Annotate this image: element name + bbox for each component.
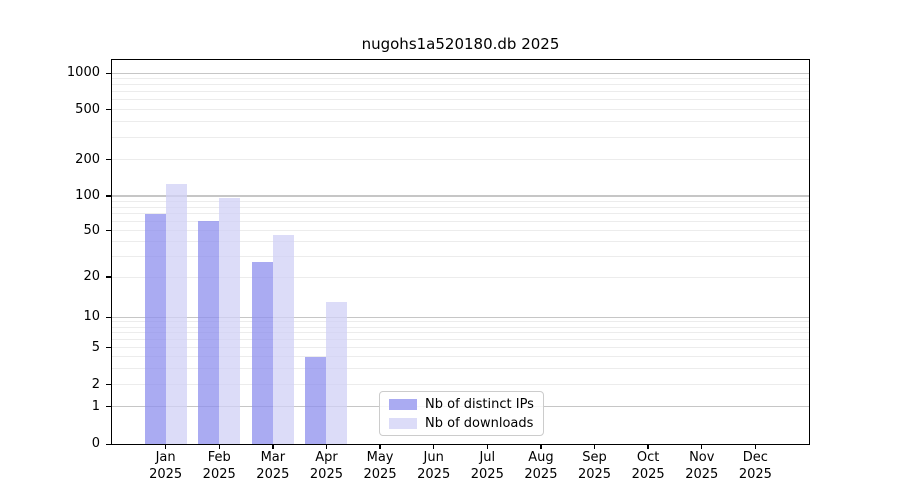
legend-label-distinct-ips: Nb of distinct IPs — [425, 396, 534, 412]
legend-item-distinct-ips: Nb of distinct IPs — [389, 397, 534, 412]
gridline-major — [112, 195, 809, 197]
x-axis-tick — [272, 445, 274, 449]
gridline-minor — [112, 78, 809, 80]
y-axis-tick — [106, 383, 111, 386]
x-axis-tick — [218, 445, 220, 449]
gridline-minor — [112, 200, 809, 202]
plot-area — [112, 60, 809, 444]
y-axis-tick-label: 500 — [75, 101, 100, 117]
x-axis-tick-label: Jan 2025 — [149, 450, 183, 482]
x-axis-tick-label: Sep 2025 — [577, 450, 612, 482]
legend: Nb of distinct IPs Nb of downloads — [379, 391, 544, 436]
y-axis-tick — [106, 158, 111, 161]
x-axis-tick — [754, 445, 757, 449]
gridline-minor — [112, 91, 809, 93]
bar-downloads — [272, 234, 294, 444]
y-axis-tick — [106, 443, 111, 445]
gridline-minor — [112, 356, 809, 357]
y-axis-tick-label: 50 — [83, 222, 100, 238]
x-axis-tick — [379, 445, 381, 449]
y-axis-tick — [106, 108, 111, 111]
x-axis-tick — [647, 445, 649, 449]
chart-title: nugohs1a520180.db 2025 — [361, 35, 560, 53]
gridline-minor — [112, 347, 809, 348]
gridline-major — [112, 316, 809, 318]
gridline-minor — [112, 321, 809, 323]
gridline-minor — [112, 384, 809, 385]
gridline-major — [112, 72, 809, 74]
x-axis-tick-label: Feb 2025 — [202, 450, 236, 482]
gridline-minor — [112, 255, 809, 257]
gridline-minor — [112, 109, 809, 110]
gridline-minor — [112, 213, 809, 215]
y-axis-tick — [106, 276, 111, 278]
y-axis-tick-label: 20 — [83, 269, 100, 284]
y-axis-tick-label: 2 — [91, 376, 100, 392]
x-axis-tick-label: Mar 2025 — [256, 450, 290, 482]
bar-distinct-ips — [198, 221, 220, 444]
x-axis-tick-label: Dec 2025 — [738, 450, 772, 482]
bar-downloads — [219, 198, 241, 444]
gridline-minor — [112, 339, 809, 341]
gridline-minor — [112, 326, 809, 328]
bar-distinct-ips — [144, 213, 166, 444]
x-axis-tick — [325, 445, 328, 449]
gridline-minor — [112, 99, 809, 101]
y-axis-tick-label: 100 — [75, 188, 100, 203]
x-axis-tick-label: Oct 2025 — [631, 450, 665, 482]
y-axis-tick — [106, 229, 111, 232]
x-axis-tick — [540, 445, 542, 449]
bar-downloads — [165, 184, 187, 444]
y-axis-tick-label: 5 — [91, 339, 100, 355]
y-axis-tick-label: 1000 — [66, 65, 100, 81]
y-axis-tick-label: 10 — [83, 309, 100, 325]
gridline-minor — [112, 159, 809, 160]
y-axis-tick — [106, 72, 111, 74]
y-axis-tick — [106, 406, 111, 408]
bar-downloads — [326, 302, 348, 444]
gridline-minor — [112, 230, 809, 231]
x-axis-tick-label: Nov 2025 — [685, 450, 719, 482]
gridline-minor — [112, 121, 809, 123]
legend-label-downloads: Nb of downloads — [425, 415, 534, 431]
y-axis-tick-label: 1 — [91, 398, 100, 414]
x-axis-tick — [432, 445, 435, 449]
x-axis-tick — [164, 445, 167, 449]
x-axis-tick-label: Jun 2025 — [417, 450, 451, 482]
bar-distinct-ips — [251, 261, 273, 444]
x-axis-tick-label: Jul 2025 — [470, 450, 504, 482]
legend-swatch-distinct-ips — [389, 398, 417, 410]
x-axis-tick-label: Apr 2025 — [309, 450, 343, 482]
gridline-minor — [112, 136, 809, 138]
y-axis-tick-label: 0 — [91, 436, 100, 452]
x-axis-tick-label: Aug 2025 — [524, 450, 558, 482]
bar-distinct-ips — [305, 356, 327, 444]
gridline-minor — [112, 276, 809, 278]
y-axis-tick-label: 200 — [75, 151, 100, 167]
gridline-minor — [112, 84, 809, 86]
gridline-minor — [112, 332, 809, 334]
x-axis-tick — [593, 445, 596, 449]
gridline-minor — [112, 220, 809, 222]
y-axis-tick — [106, 195, 111, 197]
y-axis-tick — [106, 346, 111, 349]
y-axis-tick — [106, 316, 111, 318]
legend-swatch-downloads — [389, 417, 417, 429]
gridline-minor — [112, 206, 809, 208]
legend-item-downloads: Nb of downloads — [389, 416, 534, 431]
x-axis-tick-label: May 2025 — [363, 450, 397, 482]
gridline-minor — [112, 241, 809, 243]
x-axis-tick — [701, 445, 703, 449]
gridline-minor — [112, 367, 809, 369]
x-axis-tick — [486, 445, 488, 449]
